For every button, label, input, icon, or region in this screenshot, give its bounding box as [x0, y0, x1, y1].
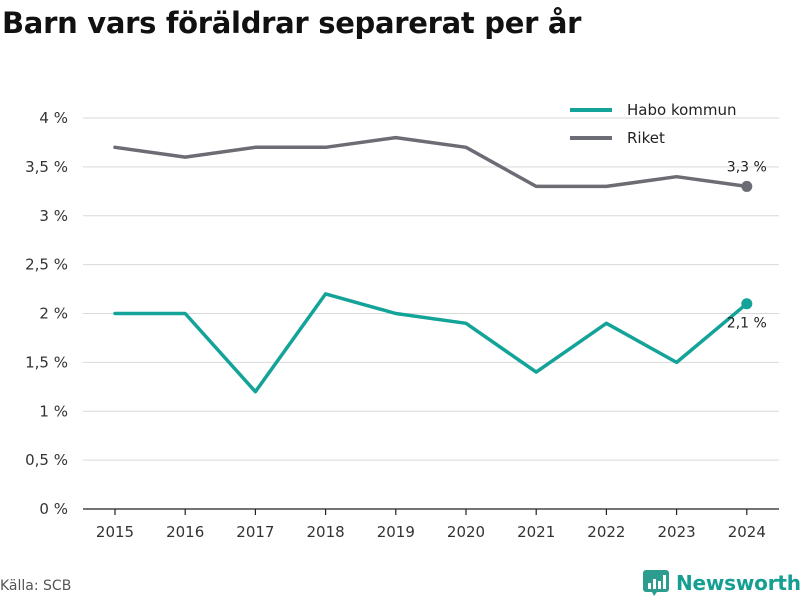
y-tick-label: 0 % [39, 500, 68, 518]
x-tick-label: 2022 [587, 523, 625, 541]
x-tick-label: 2018 [307, 523, 345, 541]
series-end-label-1: 3,3 % [727, 159, 767, 175]
legend-label-1: Riket [627, 129, 665, 147]
newsworthy-logo-icon [643, 570, 669, 596]
end-points: 2,1 % 3,3 % [727, 159, 767, 331]
y-tick-label: 2,5 % [25, 256, 68, 274]
series-line-1 [113, 135, 749, 189]
x-tick-label: 2017 [236, 523, 274, 541]
x-tick-label: 2021 [517, 523, 555, 541]
brand-name: Newsworthy [676, 571, 800, 595]
y-tick-label: 2 % [39, 305, 68, 323]
series-line-0 [113, 292, 749, 394]
series-end-point-0 [741, 298, 753, 310]
series-end-label-0: 2,1 % [727, 316, 767, 332]
chart-title: Barn vars föräldrar separerat per år [2, 6, 582, 40]
series-lines [113, 135, 749, 394]
series-end-point-1 [741, 180, 753, 192]
x-axis: 2015 2016 2017 2018 2019 2020 2021 2022 2023 2024 [83, 508, 779, 541]
y-tick-label: 1 % [39, 402, 68, 420]
gridlines [83, 117, 779, 461]
y-tick-label: 3,5 % [25, 158, 68, 176]
x-tick-label: 2020 [447, 523, 485, 541]
y-axis: 0 % 0,5 % 1 % 1,5 % 2 % 2,5 % 3 % 3,5 % 4 % [25, 109, 68, 518]
x-tick-label: 2015 [96, 523, 134, 541]
legend: Habo kommun Riket [570, 101, 737, 147]
x-tick-label: 2019 [377, 523, 415, 541]
y-tick-label: 0,5 % [25, 451, 68, 469]
x-tick-label: 2023 [658, 523, 696, 541]
legend-label-0: Habo kommun [627, 101, 737, 119]
x-tick-label: 2024 [728, 523, 766, 541]
y-tick-label: 3 % [39, 207, 68, 225]
y-tick-label: 1,5 % [25, 353, 68, 371]
source-note: Källa: SCB [0, 578, 72, 594]
x-tick-label: 2016 [166, 523, 204, 541]
y-tick-label: 4 % [39, 109, 68, 127]
brand-logo: Newsworthy [643, 568, 800, 598]
